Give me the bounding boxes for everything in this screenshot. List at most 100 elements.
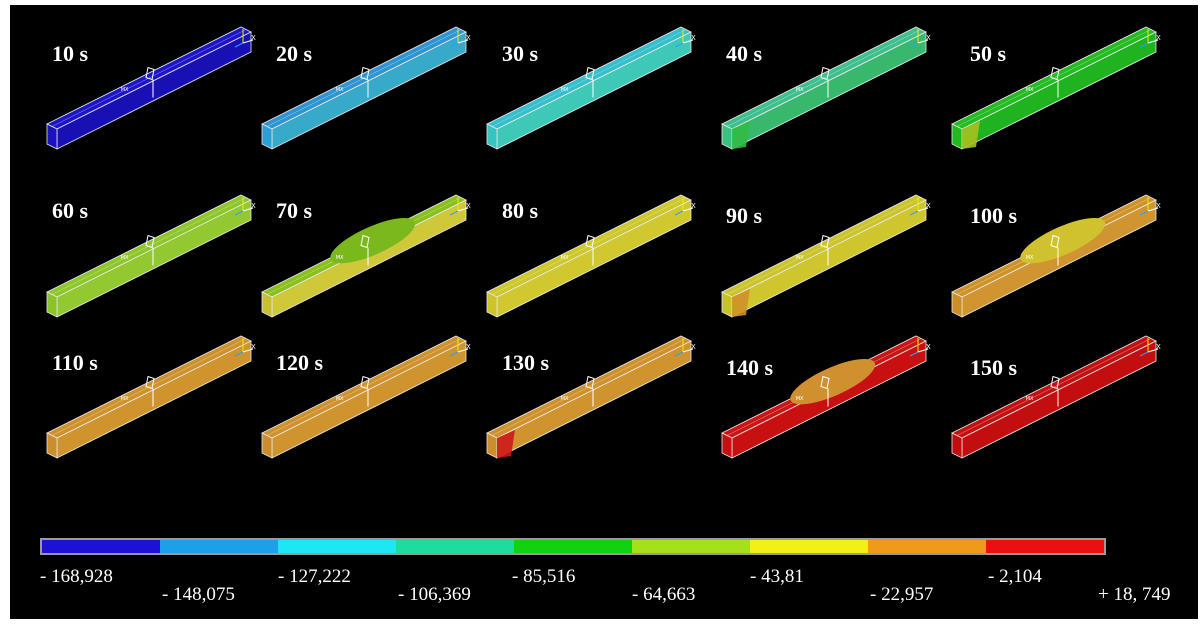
time-label: 130 s: [502, 350, 550, 375]
notch: [1050, 234, 1060, 249]
legend-tick-label: - 43,81: [750, 566, 804, 587]
legend-segment-4: [396, 540, 514, 553]
svg-text:X: X: [251, 343, 256, 351]
axis-triad-icon: X: [234, 29, 256, 48]
axis-triad-icon: X: [1139, 197, 1161, 216]
axis-triad-icon: X: [674, 29, 696, 48]
time-label: 70 s: [276, 198, 313, 223]
legend-tick-label: - 168,928: [40, 566, 113, 587]
corner-patch: [732, 289, 750, 317]
legend-tick-label: - 148,075: [162, 584, 235, 605]
axis-triad-icon: X: [1139, 29, 1161, 48]
notch: [820, 234, 830, 249]
svg-text:X: X: [926, 34, 931, 42]
mx-marker: MX: [1026, 255, 1034, 261]
beam-end-face: [486, 291, 498, 318]
notch: [1050, 66, 1060, 81]
frame-13: MX X: [486, 335, 696, 459]
beam-end-face: [951, 291, 963, 318]
notch: [360, 234, 370, 249]
legend-segment-5: [514, 540, 632, 553]
temperature-patch: [790, 358, 876, 405]
axis-triad-icon: X: [674, 197, 696, 216]
svg-text:X: X: [1156, 343, 1161, 351]
svg-text:X: X: [466, 34, 471, 42]
beam-end-face: [261, 291, 273, 318]
frame-12: MX X: [261, 335, 471, 459]
mx-marker: MX: [796, 87, 804, 93]
time-label: 90 s: [726, 203, 763, 228]
time-label: 100 s: [970, 203, 1018, 228]
frame-11: MX X: [46, 335, 256, 459]
time-label: 50 s: [970, 41, 1007, 66]
legend-tick-label: - 85,516: [512, 566, 576, 587]
time-label: 10 s: [52, 41, 89, 66]
mx-marker: MX: [121, 87, 129, 93]
time-label: 110 s: [52, 350, 98, 375]
axis-triad-icon: X: [674, 338, 696, 357]
legend-tick-label: - 127,222: [278, 566, 351, 587]
legend-tick-label: - 64,663: [632, 584, 696, 605]
frame-10: MX X: [951, 194, 1161, 318]
notch: [360, 375, 370, 390]
frame-6: MX X: [46, 194, 256, 318]
beam-end-face: [46, 123, 58, 150]
mx-marker: MX: [1026, 87, 1034, 93]
axis-triad-icon: X: [909, 197, 931, 216]
time-label: 60 s: [52, 198, 89, 223]
temperature-patch: [1020, 217, 1106, 264]
notch: [585, 66, 595, 81]
legend-tick-label: - 106,369: [398, 584, 471, 605]
notch: [360, 66, 370, 81]
notch: [145, 66, 155, 81]
mx-marker: MX: [561, 255, 569, 261]
mx-marker: MX: [561, 87, 569, 93]
corner-patch: [732, 121, 750, 149]
beam-end-face: [261, 123, 273, 150]
legend-segment-9: [986, 540, 1104, 553]
svg-text:X: X: [466, 202, 471, 210]
frame-2: MX X: [261, 26, 471, 150]
axis-triad-icon: X: [234, 197, 256, 216]
time-label: 30 s: [502, 41, 539, 66]
legend-segment-1: [42, 540, 160, 553]
legend-segment-8: [868, 540, 986, 553]
beam-end-face: [261, 432, 273, 459]
svg-text:X: X: [466, 343, 471, 351]
legend-segment-6: [632, 540, 750, 553]
svg-text:X: X: [926, 202, 931, 210]
simulation-panel: MX X MX X MX X MX X MX X MX X MX X MX X MX X MX X MX X MX X MX X M…: [10, 5, 1198, 619]
beam-end-face: [486, 123, 498, 150]
axis-triad-icon: X: [449, 338, 471, 357]
notch: [145, 375, 155, 390]
axis-triad-icon: X: [234, 338, 256, 357]
notch: [820, 375, 830, 390]
legend-tick-label: - 2,104: [988, 566, 1042, 587]
frame-15: MX X: [951, 335, 1161, 459]
svg-text:X: X: [1156, 202, 1161, 210]
time-label: 150 s: [970, 355, 1018, 380]
frame-1: MX X: [46, 26, 256, 150]
legend-segment-3: [278, 540, 396, 553]
mx-marker: MX: [336, 255, 344, 261]
notch: [820, 66, 830, 81]
axis-triad-icon: X: [1139, 338, 1161, 357]
legend-segment-2: [160, 540, 278, 553]
time-label: 140 s: [726, 355, 774, 380]
mx-marker: MX: [1026, 396, 1034, 402]
axis-triad-icon: X: [909, 338, 931, 357]
mx-marker: MX: [796, 396, 804, 402]
temperature-patch: [330, 217, 416, 264]
notch: [585, 234, 595, 249]
frame-14: MX X: [721, 335, 931, 459]
time-label: 40 s: [726, 41, 763, 66]
svg-text:X: X: [251, 34, 256, 42]
beam-end-face: [46, 291, 58, 318]
svg-text:X: X: [926, 343, 931, 351]
legend-tick-label: + 18, 749: [1098, 584, 1171, 605]
time-label: 120 s: [276, 350, 324, 375]
beam-end-face: [951, 432, 963, 459]
frame-8: MX X: [486, 194, 696, 318]
simulation-frames: MXXMXXMXXMXXMXXMXXMXXMXXMXXMXXMXXMXXMXXM…: [46, 26, 1161, 459]
svg-text:X: X: [251, 202, 256, 210]
